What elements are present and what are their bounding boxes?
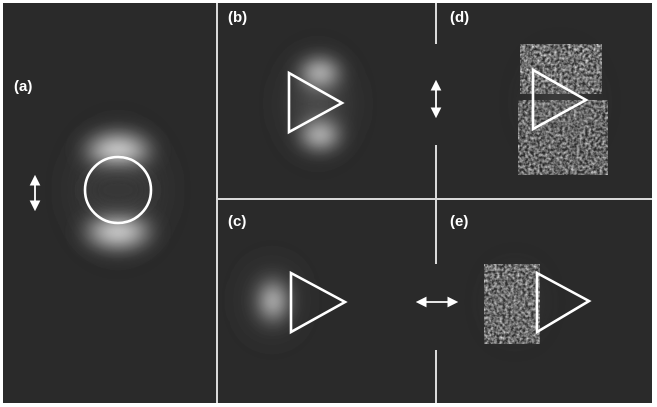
circle-outline [83, 155, 153, 225]
triangle-outline [531, 67, 589, 132]
triangle-outline [289, 270, 348, 335]
panel-c-lobe [257, 275, 289, 327]
panel-label-a: (a) [14, 78, 32, 95]
panel-label-c: (c) [228, 213, 246, 230]
panel-a: (a) [14, 78, 178, 270]
panel-a-center-dark [86, 170, 150, 210]
panel-b-lobe-top [294, 55, 346, 91]
panel-c: (c) [228, 213, 348, 348]
panel-d: (d) [430, 9, 608, 175]
panel-a-lobe-top [74, 128, 162, 172]
panel-label-d: (d) [450, 9, 469, 26]
triangle-outline [287, 70, 345, 135]
panel-b-lobe-bottom [294, 117, 346, 153]
panel-e-glow [487, 260, 543, 344]
triangle-outline [535, 270, 592, 335]
panel-b: (b) [228, 9, 362, 170]
panel-label-b: (b) [228, 9, 247, 26]
panel-e: (e) [415, 213, 592, 344]
panel-label-e: (e) [450, 213, 468, 230]
panel-a-lobe-bottom [74, 210, 162, 254]
